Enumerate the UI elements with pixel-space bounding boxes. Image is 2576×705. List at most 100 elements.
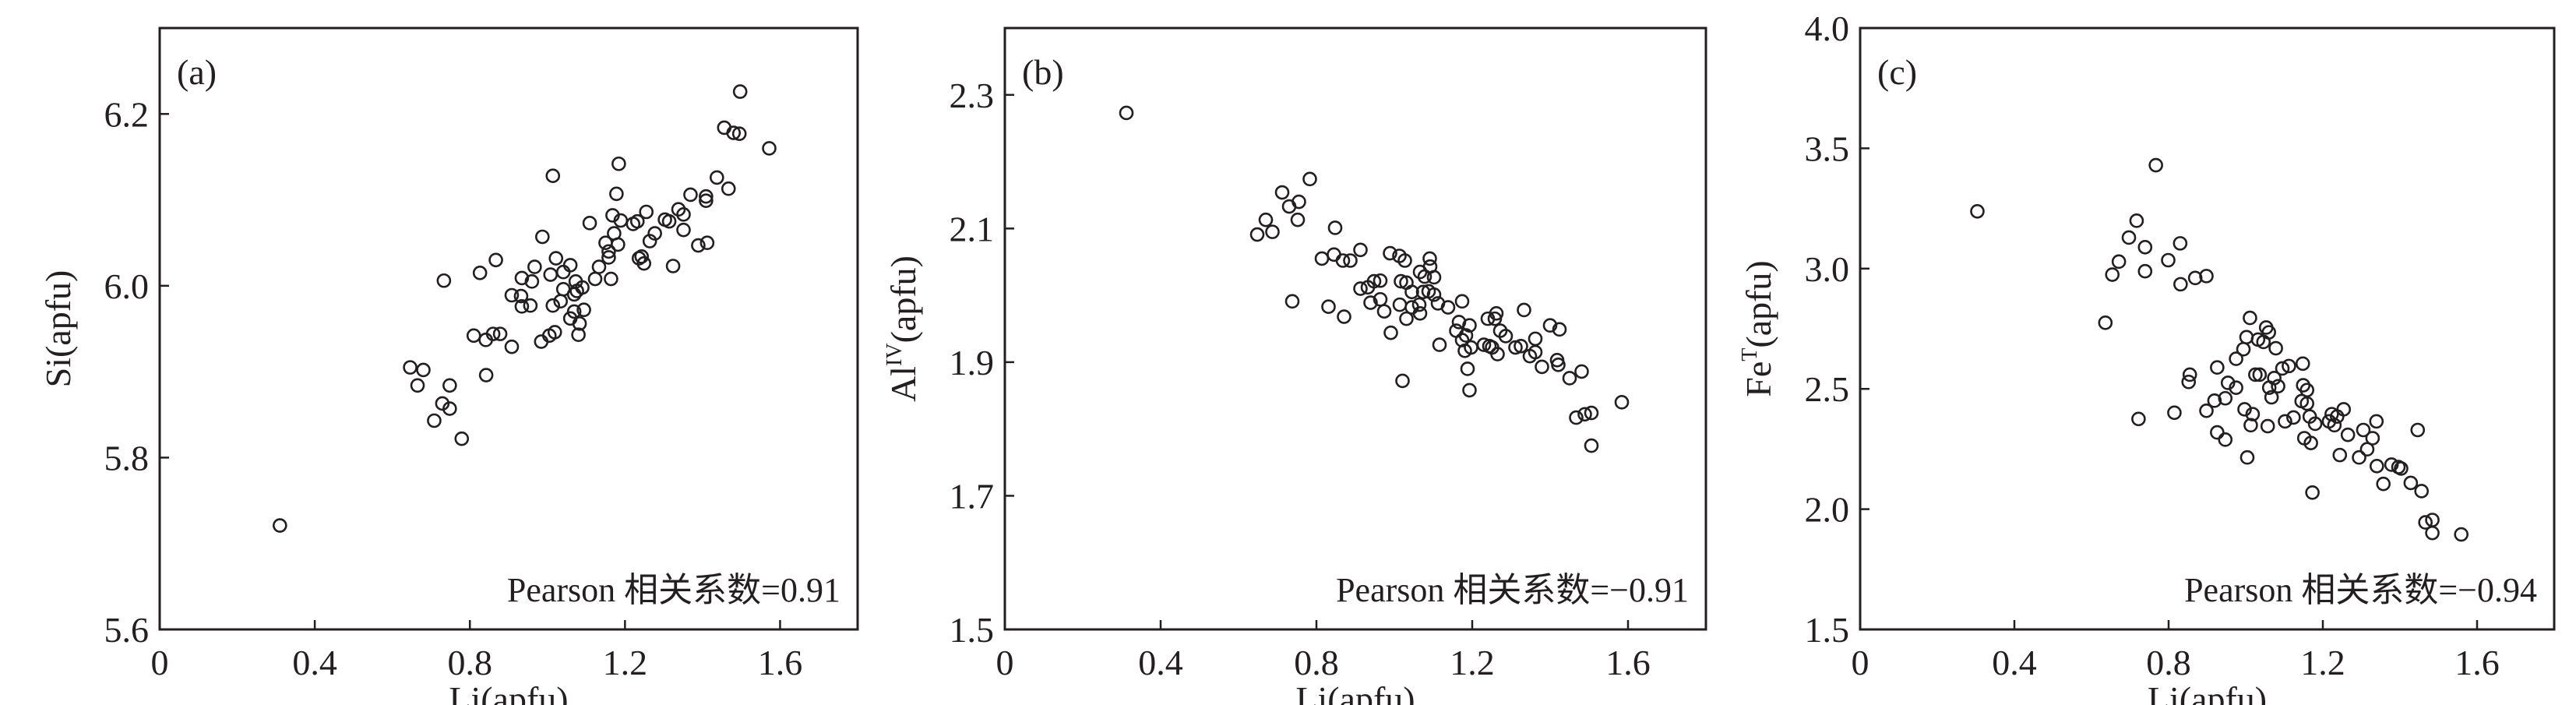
y-tick-label: 2.1 [950,209,995,249]
y-tick-label: 3.0 [1805,249,1850,289]
panel-label: (b) [1022,52,1064,92]
y-axis-label: FeT(apfu) [1738,260,1778,397]
x-tick-label: 1.6 [2454,643,2500,682]
data-point [2410,422,2426,438]
y-axis-label: AlIV(apfu) [883,256,923,402]
data-point [2236,341,2251,357]
data-point [634,249,650,264]
x-tick-label: 0.4 [292,643,337,682]
y-tick-label: 6.2 [104,94,150,134]
data-point [2268,340,2283,356]
data-point [548,251,564,266]
data-point [2282,358,2296,374]
data-point [1614,395,1630,410]
data-point [2243,310,2257,326]
data-point [1498,329,1514,344]
data-point [2369,414,2384,429]
data-point [2260,418,2275,434]
x-tick-label: 0 [1852,643,1869,682]
data-point [1460,361,1475,376]
data-point [2161,252,2176,268]
data-point [472,266,488,280]
data-point [2299,396,2315,411]
data-point [639,204,654,220]
data-point [2105,267,2120,282]
data-point [2403,475,2419,491]
data-point [2275,361,2290,376]
data-point [587,271,603,287]
data-point [527,259,542,274]
data-point [699,193,714,208]
y-axis-label-base: Fe [1739,361,1778,397]
data-point [1528,344,1543,360]
data-point [1327,247,1341,263]
data-point [1528,331,1543,347]
data-point [1562,371,1577,386]
data-point [2352,449,2366,465]
data-point [2210,425,2225,440]
data-point [1454,294,1470,309]
data-point [572,316,587,331]
x-axis-label: Li(apfu) [449,679,568,705]
data-point [2261,325,2276,340]
plot-frame [1003,26,1707,631]
data-point [2336,402,2352,417]
y-tick-label: 2.5 [1805,369,1850,409]
data-point [485,326,501,341]
data-point [576,302,591,318]
data-point [571,327,586,343]
data-point [2243,418,2258,433]
data-point [1119,105,1134,121]
data-point [416,362,431,378]
data-point [1265,224,1280,239]
data-point [1517,302,1531,318]
data-point [1584,438,1599,453]
data-point [2332,447,2348,463]
plot-frame [1859,26,2556,631]
data-point [1337,309,1351,324]
data-point [478,368,494,382]
y-axis-label-superscript: IV [883,343,907,366]
data-point [1454,333,1470,347]
data-point [427,413,442,428]
data-point [2454,527,2469,542]
data-point [2264,390,2279,405]
data-point [2131,411,2146,427]
x-tick-label: 1.2 [2300,643,2345,682]
data-point [601,250,616,265]
x-tick-label: 0.8 [1294,643,1339,682]
y-axis-label: Si(apfu) [38,270,78,388]
data-point [609,186,624,202]
data-point [1411,297,1427,312]
data-point [1258,212,1274,227]
data-point [2199,404,2214,418]
data-point [442,378,457,393]
data-point [591,259,607,274]
data-point [1404,284,1419,300]
data-point [1284,294,1300,309]
data-point [2239,449,2255,465]
data-point [1552,322,1567,337]
y-axis-label-base: Al [883,366,923,402]
pearson-annotation: Pearson 相关系数=−0.91 [1336,571,1689,609]
y-axis-label-unit: (apfu) [883,256,923,343]
y-tick-label: 1.5 [950,610,995,650]
data-point [2278,414,2292,429]
data-point [1353,242,1368,258]
data-point [1426,270,1442,285]
data-point [2210,360,2225,375]
data-point [1508,340,1523,355]
data-point [762,141,777,156]
data-point [2137,240,2153,255]
data-point [2218,390,2233,406]
data-point [545,298,561,313]
pearson-annotation: Pearson 相关系数=−0.94 [2184,571,2537,609]
data-point [2370,459,2384,474]
data-point [1422,251,1437,266]
x-tick-label: 1.6 [1605,643,1651,682]
data-point [1574,364,1589,379]
data-point [2199,269,2214,284]
data-point [2137,263,2153,279]
data-point [2327,418,2342,433]
data-point [2248,367,2263,382]
